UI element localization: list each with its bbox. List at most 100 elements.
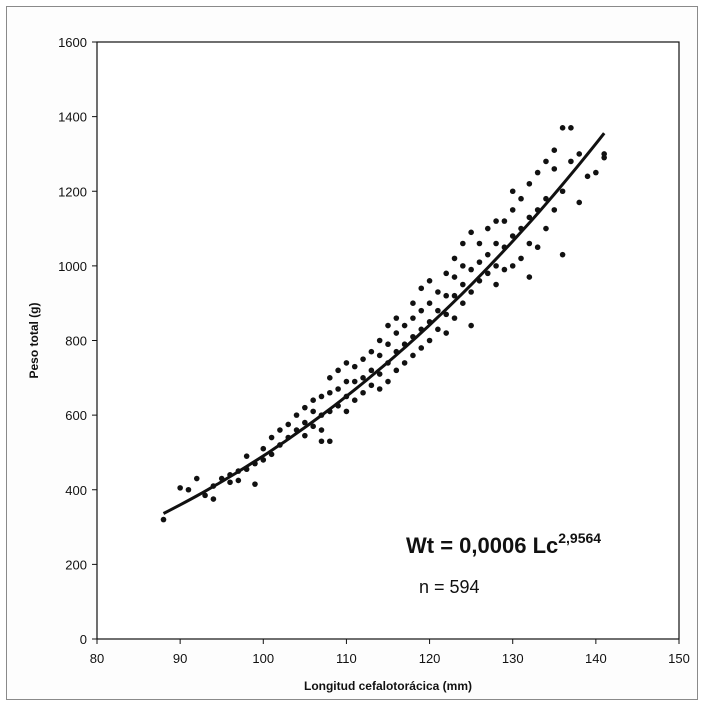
data-point <box>160 516 167 523</box>
data-point <box>410 315 416 321</box>
data-point <box>476 240 483 247</box>
x-tick-label: 140 <box>585 651 607 666</box>
data-point <box>385 341 391 348</box>
data-point <box>343 378 350 385</box>
y-axis: 0 200 400 600 800 1000 1200 1400 1600 <box>58 35 97 647</box>
data-point <box>368 348 375 355</box>
y-tick-label: 1000 <box>58 259 87 274</box>
data-point <box>451 255 458 262</box>
data-point <box>310 397 316 404</box>
data-point <box>202 492 208 499</box>
data-point <box>509 233 516 239</box>
data-point <box>518 255 524 262</box>
data-point <box>318 438 325 445</box>
equation-annotation: Wt = 0,0006 Lc2,9564 <box>406 530 601 558</box>
y-axis-title: Peso total (g) <box>27 302 41 378</box>
data-point <box>435 307 441 314</box>
x-tick-label: 90 <box>173 651 187 666</box>
data-point <box>468 229 474 236</box>
data-point <box>393 367 400 374</box>
data-point <box>310 423 316 430</box>
data-point <box>376 371 383 377</box>
plot-area <box>96 41 680 640</box>
data-point <box>393 330 400 336</box>
x-tick-label: 100 <box>252 651 274 666</box>
data-point <box>268 434 275 441</box>
x-tick-label: 150 <box>668 651 690 666</box>
data-point <box>443 270 450 277</box>
data-point <box>327 438 333 445</box>
data-point <box>227 479 233 486</box>
data-point <box>302 419 308 426</box>
y-tick-label: 600 <box>65 408 87 423</box>
data-point <box>351 378 358 385</box>
data-point <box>368 382 375 389</box>
data-point <box>418 307 425 314</box>
data-point <box>576 151 583 157</box>
y-tick-label: 800 <box>65 334 87 349</box>
data-point <box>385 322 391 329</box>
data-point <box>260 445 267 452</box>
data-point <box>351 363 358 370</box>
data-point <box>302 404 308 411</box>
data-point <box>418 285 425 292</box>
data-point <box>476 259 483 265</box>
y-tick-label: 1200 <box>58 184 87 199</box>
data-point <box>526 180 533 187</box>
y-tick-label: 400 <box>65 483 87 498</box>
data-point <box>393 315 400 321</box>
data-point <box>343 408 350 415</box>
data-point <box>385 378 391 385</box>
data-point <box>501 218 508 224</box>
data-point <box>410 300 416 306</box>
data-point <box>493 240 499 247</box>
data-point <box>401 322 408 329</box>
data-point <box>360 356 366 362</box>
x-axis-title: Longitud cefalotorácica (mm) <box>304 679 472 693</box>
data-point <box>468 266 474 273</box>
data-point <box>493 281 499 288</box>
data-point <box>185 486 192 493</box>
equation-exponent: 2,9564 <box>558 530 601 546</box>
data-point <box>460 263 466 269</box>
data-point <box>376 352 383 359</box>
data-point <box>360 375 366 381</box>
data-point <box>318 393 325 400</box>
data-point <box>318 427 325 433</box>
data-point <box>493 263 499 269</box>
data-point <box>526 240 533 247</box>
data-point <box>451 315 458 321</box>
data-point <box>576 199 583 206</box>
data-point <box>443 292 450 299</box>
data-point <box>302 432 308 439</box>
data-point <box>335 386 341 392</box>
data-point <box>493 218 499 224</box>
x-tick-label: 80 <box>90 651 104 666</box>
data-point <box>418 345 425 351</box>
x-tick-label: 120 <box>419 651 441 666</box>
data-point <box>327 375 333 381</box>
data-point <box>376 337 383 344</box>
x-tick-label: 110 <box>336 651 357 666</box>
data-point <box>426 337 433 344</box>
data-point <box>360 389 366 396</box>
data-point <box>451 274 458 280</box>
data-point <box>401 360 408 366</box>
data-point <box>551 207 558 213</box>
data-point <box>435 326 441 333</box>
data-point <box>351 397 358 404</box>
data-point <box>243 453 250 459</box>
data-point <box>534 244 541 251</box>
equation-main: Wt = 0,0006 Lc <box>406 533 558 558</box>
fit-curve <box>162 132 606 515</box>
data-point <box>568 158 574 165</box>
data-point <box>543 158 549 165</box>
data-point <box>559 188 566 195</box>
data-point <box>526 214 533 221</box>
data-point <box>468 289 474 295</box>
data-point <box>235 477 242 484</box>
x-axis: 80 90 100 110 120 130 140 150 <box>90 639 690 666</box>
data-point <box>343 360 350 366</box>
data-point <box>193 475 200 482</box>
data-point <box>568 125 574 131</box>
